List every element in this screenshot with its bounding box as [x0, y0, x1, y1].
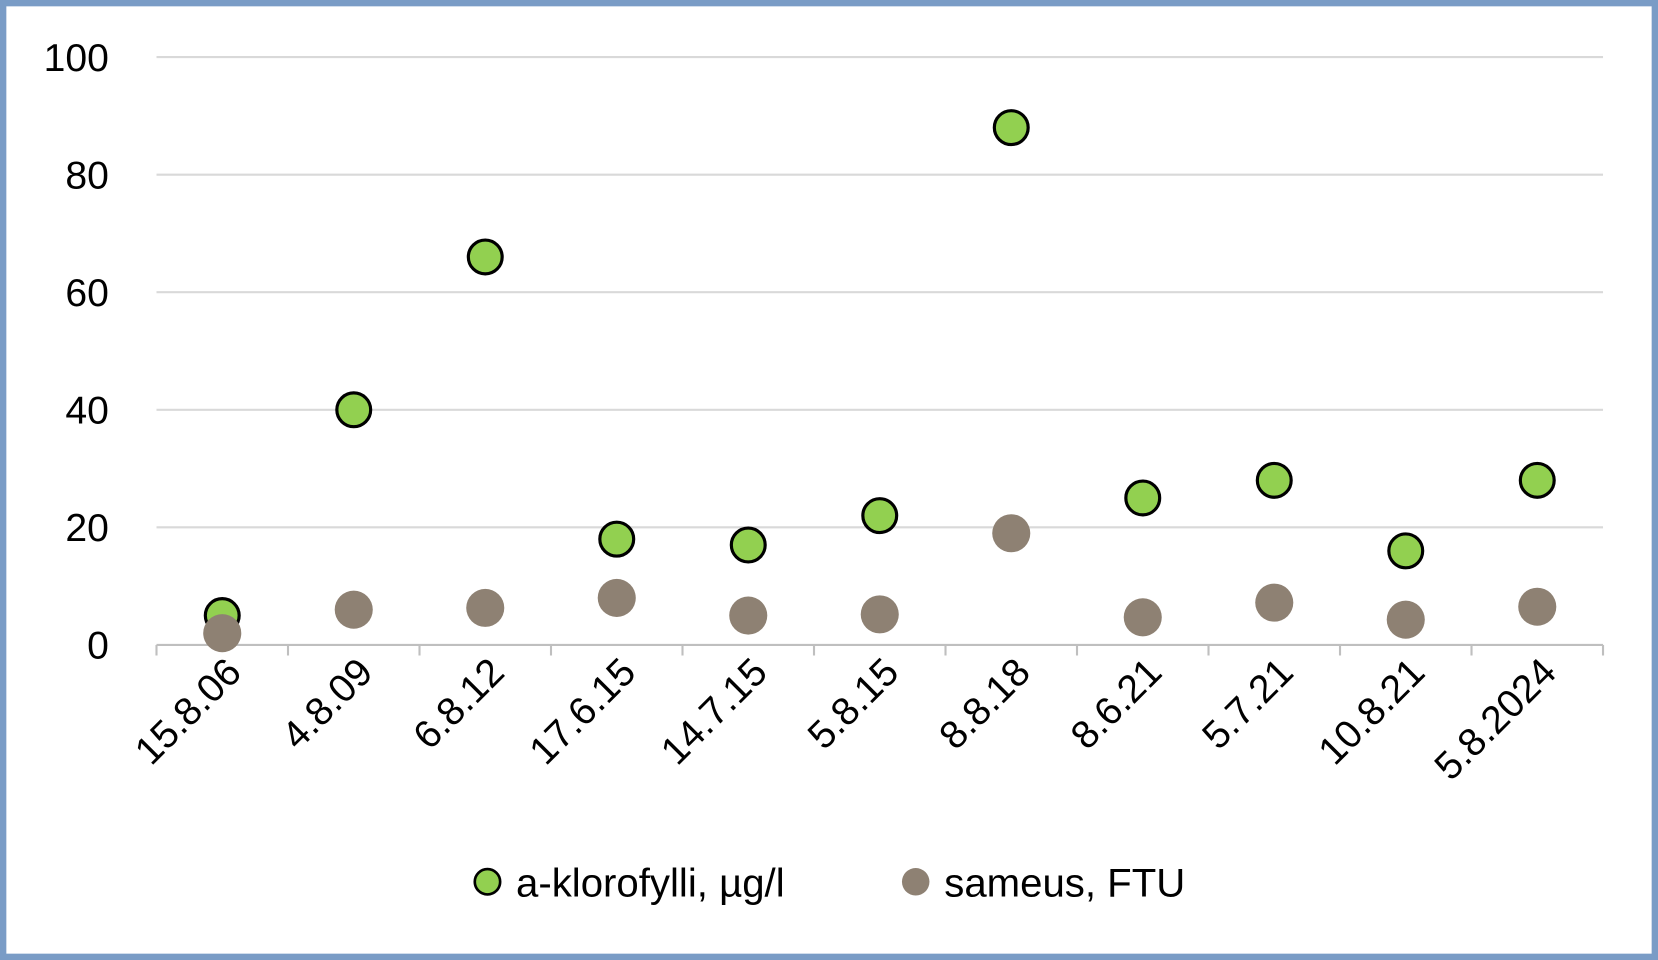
data-point [860, 595, 899, 634]
y-tick-label: 0 [87, 625, 109, 668]
y-tick-label: 40 [65, 390, 109, 433]
series-1 [203, 514, 1557, 653]
data-point [1255, 461, 1293, 499]
data-point [1518, 461, 1556, 499]
data-point [861, 497, 899, 535]
y-tick-label: 80 [65, 154, 109, 197]
data-point [992, 109, 1030, 147]
legend-marker [473, 867, 502, 896]
data-point [1123, 598, 1162, 637]
data-point [1386, 600, 1425, 639]
data-point [1255, 583, 1294, 622]
data-point [598, 520, 636, 558]
data-point [334, 590, 373, 629]
data-point [1387, 532, 1425, 570]
y-tick-label: 60 [65, 272, 109, 315]
data-point [1518, 587, 1557, 626]
legend-label: sameus, FTU [944, 861, 1185, 906]
data-point [1124, 479, 1162, 517]
y-tick-label: 20 [65, 507, 109, 550]
data-point [729, 596, 768, 635]
legend-label: a-klorofylli, µg/l [516, 861, 785, 906]
data-point [729, 526, 767, 564]
data-point [992, 514, 1031, 553]
data-point [466, 238, 504, 276]
series-0 [203, 109, 1556, 635]
legend-marker [901, 868, 930, 896]
data-point [335, 391, 373, 429]
y-tick-label: 100 [44, 37, 109, 80]
data-point [203, 614, 242, 653]
data-point [466, 588, 505, 627]
data-point [597, 578, 636, 617]
